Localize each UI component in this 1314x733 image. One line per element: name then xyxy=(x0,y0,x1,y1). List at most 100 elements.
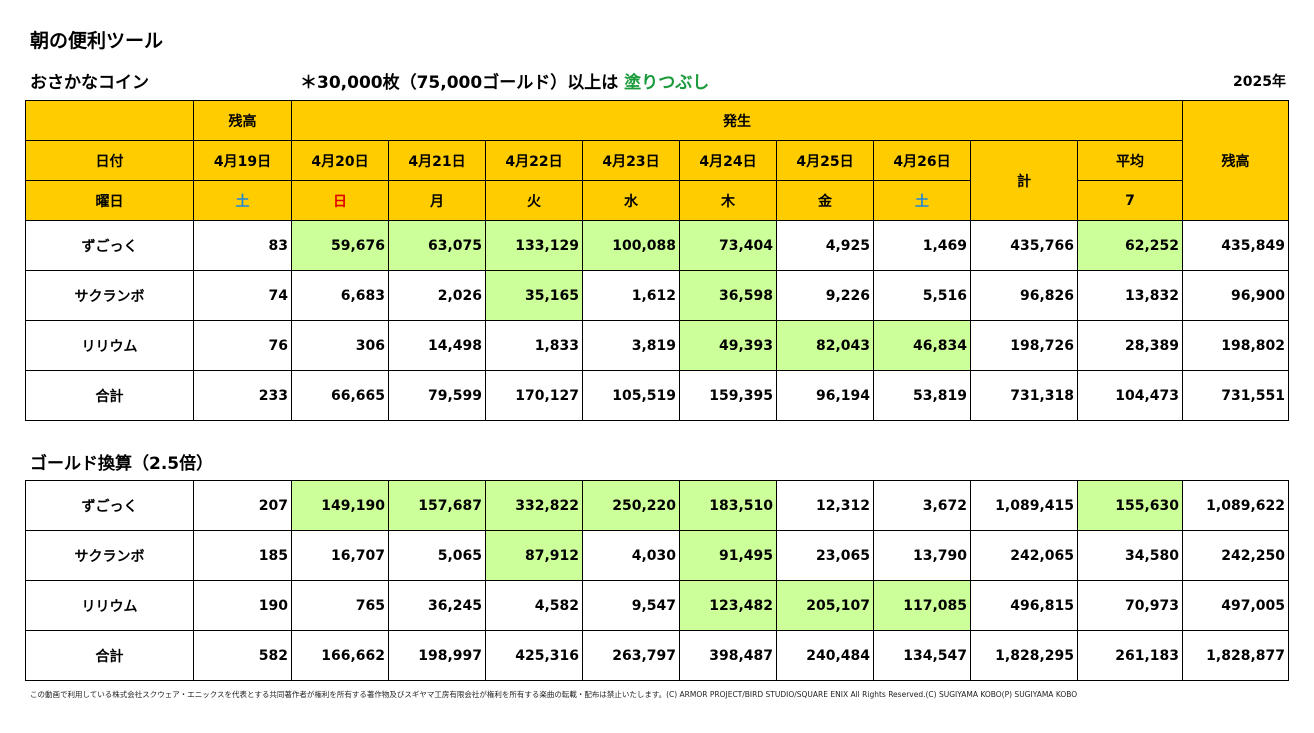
table-cell: 198,997 xyxy=(388,630,486,681)
table-cell: 5,065 xyxy=(388,530,486,581)
table-cell: 73,404 xyxy=(679,220,777,271)
table-cell: 157,687 xyxy=(388,480,486,531)
table-cell: 87,912 xyxy=(485,530,583,581)
table-cell: 23,065 xyxy=(776,530,874,581)
section-title-coins: おさかなコイン xyxy=(30,73,149,93)
table-cell: 731,551 xyxy=(1182,370,1289,421)
table-cell: 2,026 xyxy=(388,270,486,321)
table-cell: 70,973 xyxy=(1077,580,1183,631)
header-date: 4月22日 xyxy=(485,140,583,181)
table-cell: 3,819 xyxy=(582,320,680,371)
table-cell: 1,089,622 xyxy=(1182,480,1289,531)
table-cell: 166,662 xyxy=(291,630,389,681)
table-cell: 1,828,877 xyxy=(1182,630,1289,681)
table-cell: 306 xyxy=(291,320,389,371)
table-row: サクランボ 74 6,683 2,026 35,165 1,612 36,598 9,226 5… xyxy=(25,270,1289,321)
table-cell: 36,245 xyxy=(388,580,486,631)
table-cell: 74 xyxy=(193,270,292,321)
gold-table: ずごっく 207 149,190 157,687 332,822 250,220 183,5… xyxy=(25,480,1289,681)
table-cell: 12,312 xyxy=(776,480,874,531)
table-cell: 185 xyxy=(193,530,292,581)
header-weekday: 火 xyxy=(485,180,583,221)
table-row: リリウム 190 765 36,245 4,582 9,547 123,482 205,107… xyxy=(25,580,1289,631)
table-cell: 34,580 xyxy=(1077,530,1183,581)
table-cell: 63,075 xyxy=(388,220,486,271)
row-label: リリウム xyxy=(25,580,194,631)
copyright-footer: この動画で利用している株式会社スクウェア・エニックスを代表とする共同著作者が権利… xyxy=(30,690,1078,699)
header-zandaka-end: 残高 xyxy=(1182,100,1289,221)
coin-table: 残高 発生 残高 日付 4月19日 4月20日 4月21日 4月22日 4月23… xyxy=(25,100,1289,421)
page-title: 朝の便利ツール xyxy=(30,30,164,52)
header-date: 4月26日 xyxy=(873,140,971,181)
row-label: リリウム xyxy=(25,320,194,371)
table-cell: 104,473 xyxy=(1077,370,1183,421)
table-cell: 28,389 xyxy=(1077,320,1183,371)
header-date: 4月20日 xyxy=(291,140,389,181)
header-hassei: 発生 xyxy=(291,100,1183,141)
table-cell: 76 xyxy=(193,320,292,371)
header-weekday: 水 xyxy=(582,180,680,221)
table-cell: 240,484 xyxy=(776,630,874,681)
table-cell: 82,043 xyxy=(776,320,874,371)
table-cell: 263,797 xyxy=(582,630,680,681)
table-cell: 9,226 xyxy=(776,270,874,321)
table-row: サクランボ 185 16,707 5,065 87,912 4,030 91,495 23,0… xyxy=(25,530,1289,581)
header-weekday: 月 xyxy=(388,180,486,221)
table-cell: 96,826 xyxy=(970,270,1078,321)
table-cell: 198,802 xyxy=(1182,320,1289,371)
table-cell: 4,925 xyxy=(776,220,874,271)
table-cell: 16,707 xyxy=(291,530,389,581)
table-cell: 123,482 xyxy=(679,580,777,631)
table-cell: 198,726 xyxy=(970,320,1078,371)
threshold-note-highlight: 塗りつぶし xyxy=(624,73,710,93)
table-cell: 3,672 xyxy=(873,480,971,531)
table-cell: 190 xyxy=(193,580,292,631)
section-title-gold: ゴールド換算（2.5倍） xyxy=(30,454,214,474)
header-date: 4月24日 xyxy=(679,140,777,181)
table-cell: 36,598 xyxy=(679,270,777,321)
table-cell: 159,395 xyxy=(679,370,777,421)
table-cell: 242,065 xyxy=(970,530,1078,581)
table-cell: 4,582 xyxy=(485,580,583,631)
table-cell: 35,165 xyxy=(485,270,583,321)
table-cell: 100,088 xyxy=(582,220,680,271)
table-cell: 6,683 xyxy=(291,270,389,321)
table-cell: 1,469 xyxy=(873,220,971,271)
table-cell: 425,316 xyxy=(485,630,583,681)
row-label: 合計 xyxy=(25,370,194,421)
table-cell: 332,822 xyxy=(485,480,583,531)
table-cell: 582 xyxy=(193,630,292,681)
gold-table-body: ずごっく 207 149,190 157,687 332,822 250,220 183,5… xyxy=(25,480,1289,681)
coin-table-body: ずごっく 83 59,676 63,075 133,129 100,088 73,404 4,… xyxy=(25,220,1289,421)
header-weekday: 日 xyxy=(291,180,389,221)
header-blank xyxy=(25,100,194,141)
table-row: 合計 582 166,662 198,997 425,316 263,797 398,487… xyxy=(25,630,1289,681)
table-cell: 496,815 xyxy=(970,580,1078,631)
table-cell: 5,516 xyxy=(873,270,971,321)
table-cell: 170,127 xyxy=(485,370,583,421)
row-label: ずごっく xyxy=(25,480,194,531)
table-cell: 13,790 xyxy=(873,530,971,581)
table-cell: 1,612 xyxy=(582,270,680,321)
header-date: 4月19日 xyxy=(193,140,292,181)
table-cell: 62,252 xyxy=(1077,220,1183,271)
table-row: 合計 233 66,665 79,599 170,127 105,519 159,395 96… xyxy=(25,370,1289,421)
header-heikin-days: 7 xyxy=(1077,180,1183,221)
header-date: 4月23日 xyxy=(582,140,680,181)
table-cell: 435,849 xyxy=(1182,220,1289,271)
table-cell: 79,599 xyxy=(388,370,486,421)
table-cell: 398,487 xyxy=(679,630,777,681)
header-weekday: 土 xyxy=(193,180,292,221)
table-cell: 117,085 xyxy=(873,580,971,631)
table-cell: 133,129 xyxy=(485,220,583,271)
header-weekday: 土 xyxy=(873,180,971,221)
table-row: ずごっく 83 59,676 63,075 133,129 100,088 73,404 4,… xyxy=(25,220,1289,271)
header-zandaka-start: 残高 xyxy=(193,100,292,141)
table-cell: 53,819 xyxy=(873,370,971,421)
table-cell: 13,832 xyxy=(1077,270,1183,321)
table-cell: 105,519 xyxy=(582,370,680,421)
table-row: リリウム 76 306 14,498 1,833 3,819 49,393 82,043 46,… xyxy=(25,320,1289,371)
header-date: 4月25日 xyxy=(776,140,874,181)
table-cell: 149,190 xyxy=(291,480,389,531)
table-cell: 96,900 xyxy=(1182,270,1289,321)
